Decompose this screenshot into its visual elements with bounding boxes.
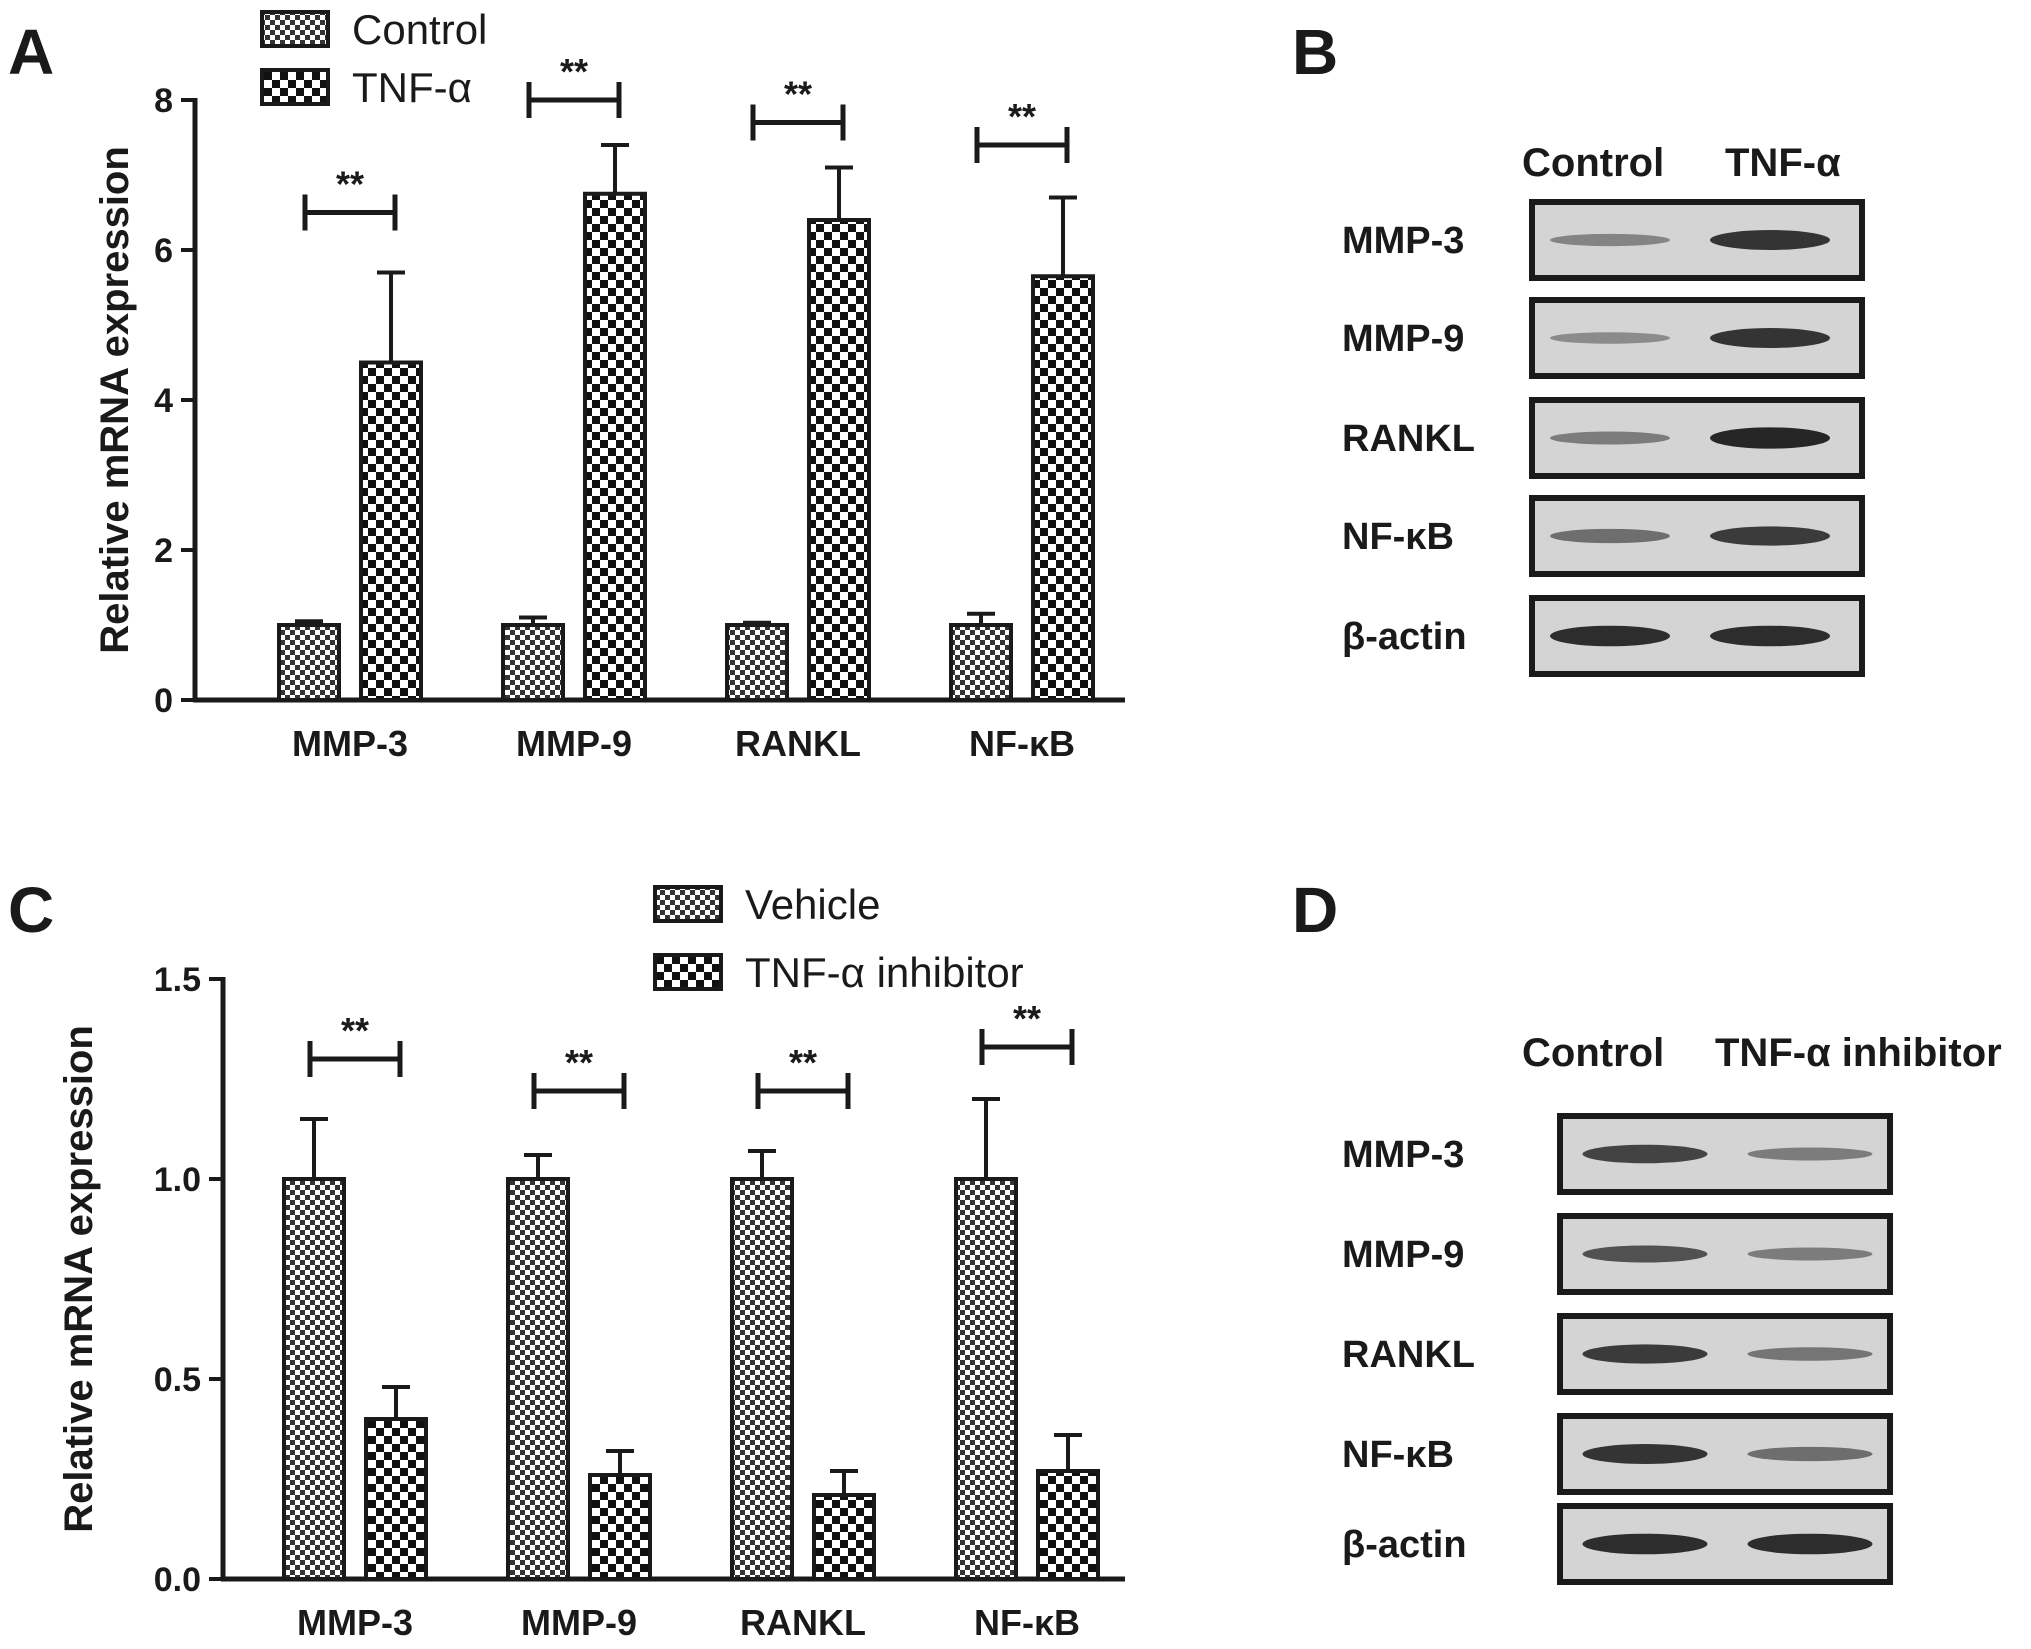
x-tick-label: NF-κB: [969, 723, 1075, 764]
blot-band: [1747, 1147, 1873, 1161]
blot-band: [1550, 233, 1670, 247]
blot-band: [1710, 230, 1830, 250]
significance-label: **: [336, 164, 364, 205]
y-tick-label: 1.0: [154, 1161, 201, 1199]
blot-band: [1582, 1444, 1708, 1464]
blot-row-label: β-actin: [1342, 1524, 1467, 1566]
legend-label: Control: [352, 6, 487, 53]
blot-row-label: RANKL: [1342, 418, 1475, 460]
legend-label: TNF-α inhibitor: [745, 949, 1024, 996]
blot-row-label: MMP-9: [1342, 1234, 1464, 1276]
blot-row-label: NF-κB: [1342, 1434, 1454, 1476]
x-tick-label: RANKL: [735, 723, 861, 764]
y-axis-label: Relative mRNA expression: [57, 1025, 101, 1533]
blot-band: [1550, 625, 1670, 647]
bar-vehicle-mmp-3: [282, 1177, 346, 1581]
legend-label: TNF-α: [352, 64, 472, 111]
lane-label: Control: [1522, 141, 1664, 185]
significance-label: **: [789, 1042, 817, 1083]
x-tick-label: RANKL: [740, 1602, 866, 1643]
x-tick-label: MMP-9: [521, 1602, 637, 1643]
bar-tnf--rankl: [807, 218, 871, 702]
legend-swatch: [653, 885, 723, 923]
y-tick-label: 8: [154, 82, 173, 120]
x-tick-label: MMP-3: [292, 723, 408, 764]
bar-vehicle-mmp-9: [506, 1177, 570, 1581]
significance-label: **: [1008, 96, 1036, 137]
blot-band: [1710, 526, 1830, 546]
blot-band: [1710, 328, 1830, 348]
blot-row-label: MMP-9: [1342, 318, 1464, 360]
x-tick-label: MMP-9: [516, 723, 632, 764]
blot-band: [1582, 1344, 1708, 1364]
y-tick-label: 0: [154, 682, 173, 720]
blot-row-label: β-actin: [1342, 616, 1467, 658]
x-tick-label: NF-κB: [974, 1602, 1080, 1643]
bar-tnf--nf-b: [1031, 274, 1095, 702]
significance-label: **: [784, 74, 812, 115]
bar-control-nf-b: [949, 623, 1013, 702]
significance-label: **: [1013, 998, 1041, 1039]
blot-band: [1582, 1245, 1708, 1263]
blot-band: [1710, 625, 1830, 647]
blot-band: [1550, 332, 1670, 344]
legend-label: Vehicle: [745, 881, 880, 928]
panel-label-b: B: [1292, 16, 1339, 88]
y-tick-label: 4: [154, 382, 173, 420]
significance-label: **: [565, 1042, 593, 1083]
blot-band: [1747, 1247, 1873, 1261]
blot-band: [1582, 1144, 1708, 1164]
bar-control-rankl: [725, 623, 789, 702]
significance-label: **: [341, 1010, 369, 1051]
bar-tnf--mmp-3: [359, 360, 423, 702]
x-tick-label: MMP-3: [297, 1602, 413, 1643]
lane-label: TNF-α: [1725, 141, 1841, 185]
lane-label: TNF-α inhibitor: [1715, 1031, 2002, 1075]
bar-tnf-inhibitor-rankl: [812, 1493, 876, 1581]
y-axis-label: Relative mRNA expression: [93, 146, 137, 654]
y-tick-label: 2: [154, 532, 173, 570]
significance-label: **: [560, 51, 588, 92]
legend-swatch: [260, 68, 330, 106]
lane-label: Control: [1522, 1031, 1664, 1075]
panel-label-d: D: [1292, 874, 1339, 946]
blot-band: [1747, 1347, 1873, 1361]
chart-a: 0 2 4 6 8 Relative mRNA expression MMP-3 ** MMP-…: [93, 6, 1125, 764]
blot-row-label: NF-κB: [1342, 516, 1454, 558]
y-tick-label: 0.0: [154, 1561, 201, 1599]
legend-swatch: [653, 953, 723, 991]
legend-swatch: [260, 10, 330, 48]
blot-band: [1550, 528, 1670, 544]
blot-row-label: RANKL: [1342, 1334, 1475, 1376]
y-tick-label: 0.5: [154, 1361, 201, 1399]
bar-tnf-inhibitor-mmp-9: [588, 1473, 652, 1581]
y-tick-label: 6: [154, 232, 173, 270]
panel-label-c: C: [8, 874, 55, 946]
blot-row-label: MMP-3: [1342, 220, 1464, 262]
blot-band: [1747, 1533, 1873, 1555]
blot-band: [1747, 1446, 1873, 1462]
bar-tnf-inhibitor-mmp-3: [364, 1417, 428, 1581]
panel-label-a: A: [8, 16, 55, 88]
blot-row-label: MMP-3: [1342, 1134, 1464, 1176]
blot-band: [1710, 427, 1830, 449]
bar-tnf-inhibitor-nf-b: [1036, 1469, 1100, 1581]
blot-band: [1550, 431, 1670, 445]
bar-vehicle-rankl: [730, 1177, 794, 1581]
blot-strip: [1557, 1113, 1893, 1195]
blot-panel-b: Control TNF-α MMP-3 MMP-9 RANKL NF-κB β-actin: [1342, 141, 1865, 677]
bar-vehicle-nf-b: [954, 1177, 1018, 1581]
bar-tnf--mmp-9: [583, 191, 647, 702]
blot-panel-d: Control TNF-α inhibitor MMP-3 MMP-9 RANKL NF-…: [1342, 1031, 2002, 1585]
blot-band: [1582, 1533, 1708, 1555]
bar-control-mmp-3: [277, 623, 341, 702]
chart-c: 0.0 0.5 1.0 1.5 Relative mRNA expression MMP-…: [57, 881, 1125, 1643]
bar-control-mmp-9: [501, 623, 565, 702]
y-tick-label: 1.5: [154, 961, 201, 999]
